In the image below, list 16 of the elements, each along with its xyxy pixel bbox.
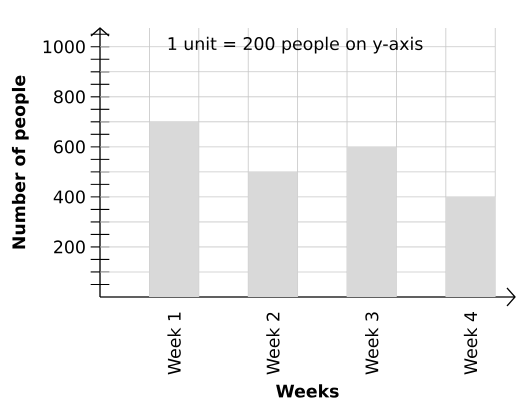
- y-tick-label: 800: [54, 90, 85, 104]
- annotation: 1 unit = 200 people on y-axis: [168, 36, 422, 54]
- bar: [446, 196, 496, 297]
- x-tick-label: Week 4: [464, 312, 478, 374]
- bar: [347, 146, 396, 297]
- y-tick-label: 400: [54, 190, 85, 204]
- x-tick-label: Week 2: [266, 312, 280, 374]
- y-axis-title: Number of people: [12, 76, 29, 249]
- y-tick-label: 600: [54, 140, 85, 154]
- y-tick-label: 1000: [44, 40, 85, 54]
- bar: [149, 122, 199, 297]
- x-tick-label: Week 3: [365, 312, 378, 374]
- x-tick-label: Week 1: [167, 312, 181, 374]
- x-axis-title: Weeks: [276, 384, 339, 398]
- bar: [248, 172, 298, 297]
- y-tick-label: 200: [54, 240, 85, 254]
